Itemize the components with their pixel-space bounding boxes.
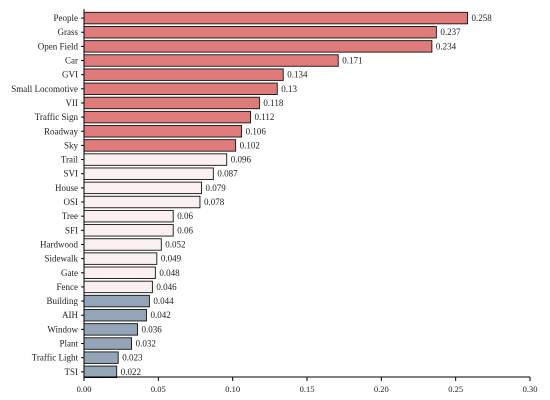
- category-label: Traffic Sign: [35, 112, 79, 122]
- x-tick-label: 0.10: [225, 384, 240, 394]
- bar: [83, 11, 469, 25]
- bars-layer: People 0.258 Grass 0.237 Open Field 0.234 Car 0…: [11, 11, 493, 379]
- category-label: Gate: [61, 268, 78, 278]
- category-label: Grass: [58, 27, 79, 37]
- bar: [83, 238, 162, 251]
- value-label: 0.046: [156, 282, 177, 292]
- value-label: 0.032: [136, 339, 156, 349]
- bar: [83, 82, 278, 96]
- value-label: 0.052: [165, 239, 185, 249]
- bar: [83, 26, 437, 39]
- category-label: Hardwood: [40, 239, 78, 249]
- category-label: Roadway: [44, 126, 78, 136]
- bar: [83, 54, 339, 67]
- value-label: 0.087: [217, 169, 238, 179]
- x-tick-label: 0.20: [374, 384, 389, 394]
- bar: [83, 153, 228, 166]
- category-label: Car: [65, 56, 78, 66]
- category-label: Sky: [64, 140, 79, 150]
- value-label: 0.112: [255, 112, 275, 122]
- category-label: Sidewalk: [45, 254, 79, 264]
- value-label: 0.06: [177, 211, 193, 221]
- bar: [83, 125, 243, 138]
- category-label: SVI: [63, 169, 78, 179]
- bar: [83, 209, 174, 223]
- category-label: Small Locomotive: [11, 84, 78, 94]
- category-label: House: [55, 183, 78, 193]
- category-label: Open Field: [38, 41, 79, 51]
- bar: [83, 351, 119, 364]
- value-label: 0.042: [150, 310, 170, 320]
- bar: [83, 266, 156, 279]
- value-label: 0.102: [240, 140, 260, 150]
- bar: [83, 280, 153, 294]
- bar: [83, 40, 433, 53]
- category-label: Plant: [59, 339, 78, 349]
- x-tick-label: 0.30: [523, 384, 538, 394]
- value-label: 0.118: [263, 98, 283, 108]
- value-label: 0.048: [159, 268, 180, 278]
- bar: [83, 195, 201, 209]
- value-label: 0.049: [161, 254, 182, 264]
- bar: [83, 68, 284, 81]
- x-tick-label: 0.05: [151, 384, 166, 394]
- category-label: SFI: [65, 225, 78, 235]
- value-label: 0.234: [436, 41, 457, 51]
- value-label: 0.06: [177, 225, 193, 235]
- x-tick-label: 0.25: [448, 384, 463, 394]
- category-label: GVI: [62, 70, 78, 80]
- bar: [83, 181, 202, 195]
- category-label: Building: [46, 296, 78, 306]
- value-label: 0.044: [153, 296, 174, 306]
- value-label: 0.023: [122, 353, 143, 363]
- x-axis: 0.00 0.05 0.10 0.15 0.20 0.25 0.30: [77, 9, 538, 394]
- x-tick-label: 0.15: [300, 384, 315, 394]
- value-label: 0.079: [205, 183, 226, 193]
- category-label: OSI: [63, 197, 78, 207]
- x-tick-label: 0.00: [77, 384, 92, 394]
- category-label: TSI: [65, 367, 79, 377]
- value-label: 0.036: [142, 324, 163, 334]
- bar: [83, 224, 174, 237]
- value-label: 0.134: [287, 70, 308, 80]
- category-label: AIH: [62, 310, 78, 320]
- category-label: VII: [66, 98, 79, 108]
- value-label: 0.106: [246, 126, 267, 136]
- category-label: Trail: [61, 155, 79, 165]
- bar: [83, 309, 147, 322]
- bar: [83, 337, 133, 350]
- bar: [83, 365, 118, 379]
- value-label: 0.078: [204, 197, 225, 207]
- bar: [83, 96, 260, 110]
- bar: [83, 323, 138, 336]
- bar: [83, 139, 237, 152]
- value-label: 0.237: [440, 27, 461, 37]
- category-label: People: [54, 13, 79, 23]
- category-label: Traffic Light: [32, 353, 79, 363]
- value-label: 0.171: [342, 56, 362, 66]
- bar: [83, 167, 214, 180]
- category-label: Tree: [62, 211, 78, 221]
- category-label: Fence: [57, 282, 79, 292]
- bar: [83, 110, 251, 124]
- bar: [83, 294, 150, 308]
- value-label: 0.096: [231, 155, 252, 165]
- category-label: Window: [47, 324, 78, 334]
- value-label: 0.022: [121, 367, 141, 377]
- bar: [83, 252, 158, 265]
- value-label: 0.13: [281, 84, 297, 94]
- value-label: 0.258: [472, 13, 493, 23]
